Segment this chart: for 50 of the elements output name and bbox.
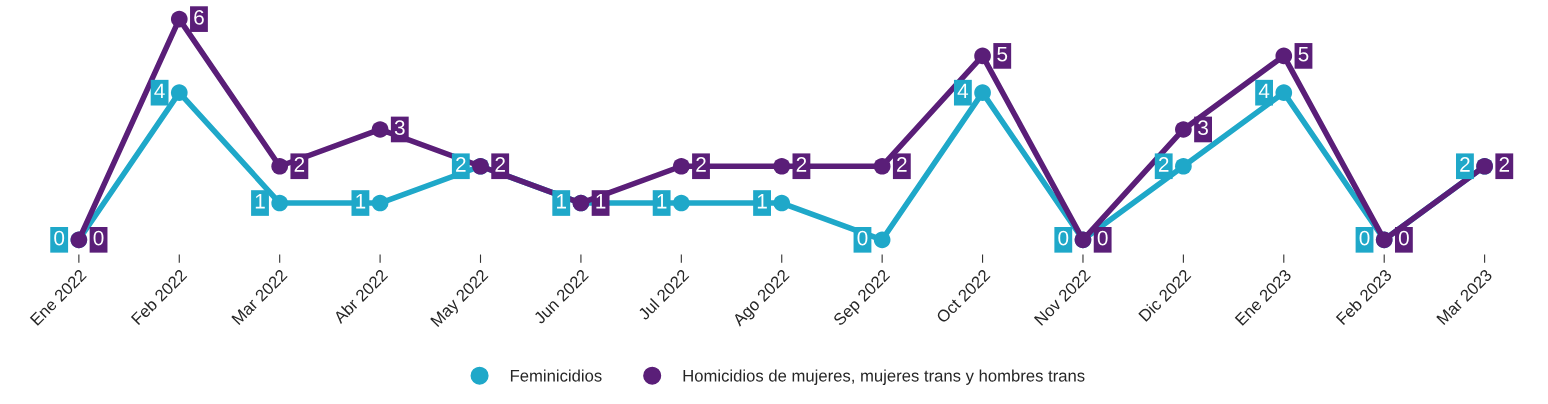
point bbox=[773, 194, 791, 212]
point bbox=[873, 231, 891, 249]
data-label: 4 bbox=[957, 83, 969, 99]
data-label: 1 bbox=[255, 194, 265, 209]
data-label: 0 bbox=[54, 230, 65, 246]
data-label: 2 bbox=[796, 157, 807, 172]
data-label: 0 bbox=[93, 230, 104, 246]
point bbox=[673, 157, 690, 175]
data-label: 0 bbox=[1097, 230, 1108, 246]
point bbox=[170, 84, 188, 102]
point bbox=[1175, 157, 1192, 175]
data-label: 2 bbox=[897, 157, 907, 172]
point bbox=[371, 121, 389, 138]
data-label: 1 bbox=[596, 194, 606, 209]
point bbox=[974, 84, 991, 102]
data-label: 2 bbox=[294, 157, 305, 172]
legend-label: Feminicidios bbox=[510, 369, 602, 382]
data-label: 2 bbox=[495, 157, 505, 172]
data-label: 4 bbox=[154, 83, 165, 99]
point bbox=[673, 194, 690, 212]
data-label: 3 bbox=[1198, 120, 1208, 136]
data-label: 0 bbox=[1398, 230, 1409, 246]
legend-label: Homicidios de mujeres, mujeres trans y hombres trans bbox=[683, 369, 1085, 385]
point bbox=[773, 157, 791, 175]
data-label: 6 bbox=[194, 9, 204, 25]
data-label: 2 bbox=[696, 157, 706, 172]
data-label: 1 bbox=[356, 194, 366, 209]
data-label: 1 bbox=[657, 194, 667, 209]
data-label: 0 bbox=[1359, 230, 1370, 246]
point bbox=[1175, 121, 1192, 138]
data-label: 2 bbox=[1158, 157, 1169, 172]
point bbox=[170, 10, 188, 28]
data-label: 0 bbox=[1058, 230, 1069, 246]
data-label: 5 bbox=[1298, 46, 1309, 62]
data-label: 2 bbox=[456, 157, 466, 172]
data-label: 2 bbox=[1460, 157, 1470, 172]
data-label: 5 bbox=[997, 46, 1008, 62]
data-label: 1 bbox=[557, 194, 567, 209]
data-label: 2 bbox=[1499, 157, 1510, 172]
point bbox=[873, 157, 891, 175]
point bbox=[1275, 47, 1293, 65]
data-label: 3 bbox=[394, 120, 405, 136]
point bbox=[371, 194, 389, 212]
point bbox=[271, 194, 289, 212]
point bbox=[271, 157, 289, 175]
data-label: 1 bbox=[757, 194, 767, 209]
point bbox=[974, 47, 991, 65]
data-label: 0 bbox=[857, 230, 868, 246]
data-label: 4 bbox=[1258, 83, 1270, 99]
point bbox=[1275, 84, 1293, 102]
